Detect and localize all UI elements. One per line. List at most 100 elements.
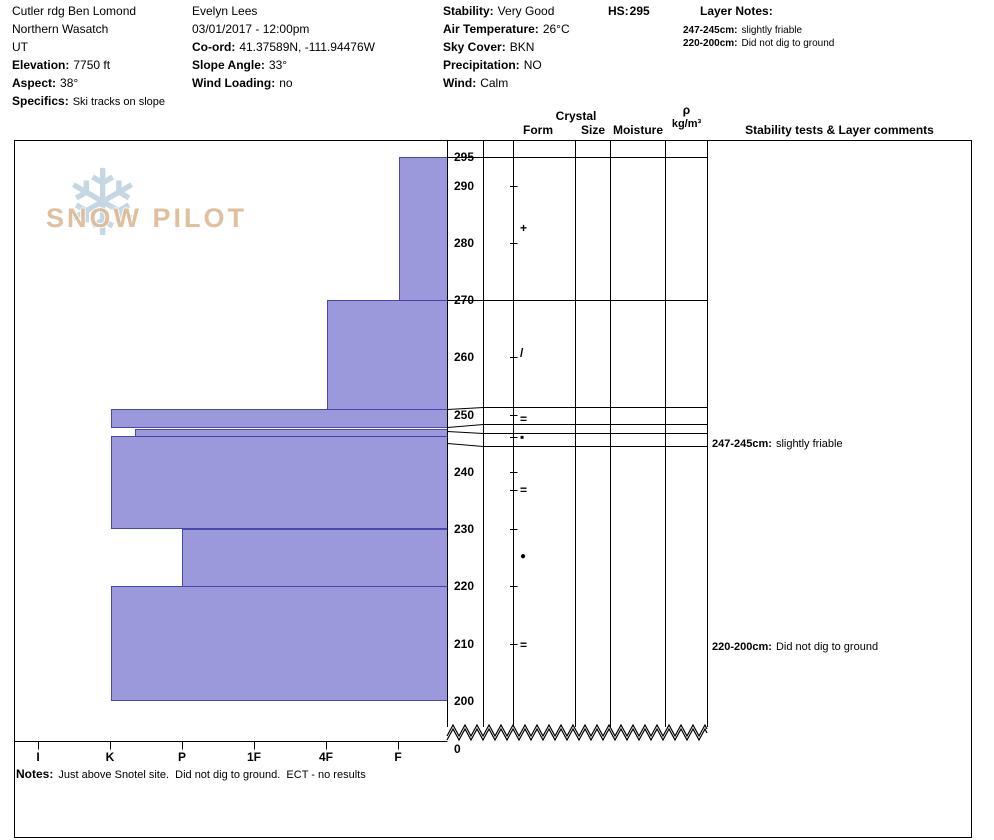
stability-value: Very Good (497, 4, 555, 18)
hardness-label: F (394, 750, 402, 764)
depth-label: 210 (454, 637, 475, 651)
snow-height: HS:295 (608, 4, 650, 18)
column-header-size: Size (580, 123, 605, 137)
layer-notes-title: Layer Notes: (700, 4, 773, 18)
coord-label: Co-ord: (192, 40, 236, 54)
column-header-form: Form (523, 123, 553, 137)
air-temp-label: Air Temperature: (443, 22, 539, 36)
sky-cover: Sky Cover: BKN (443, 40, 534, 54)
precip-label: Precipitation: (443, 58, 520, 72)
elevation-label: Elevation: (12, 58, 70, 72)
hardness-label: 1F (246, 750, 261, 764)
layer-bar-295-270-F (399, 157, 448, 301)
wind-value: Calm (480, 76, 509, 90)
notes-text: Just above Snotel site. Did not dig to g… (58, 769, 366, 781)
column-header-moisture: Moisture (612, 123, 663, 137)
layer-comment-text: Did not dig to ground (775, 641, 879, 653)
wind-loading: Wind Loading: no (192, 76, 293, 90)
specifics-label: Specifics: (12, 94, 69, 108)
site-state: UT (12, 40, 28, 54)
grain-form-symbol: / (520, 346, 524, 360)
layer-comment-text: slightly friable (775, 438, 843, 450)
column-header-density-units: kg/m³ (671, 118, 702, 130)
depth-label: 230 (454, 522, 475, 536)
precip-value: NO (523, 58, 542, 72)
coordinates: Co-ord: 41.37589N, -111.94476W (192, 40, 375, 54)
coord-value: 41.37589N, -111.94476W (239, 40, 375, 54)
observer-name: Evelyn Lees (192, 4, 258, 18)
layer-comment-range: 247-245cm: (712, 438, 772, 450)
slope-angle-label: Slope Angle: (192, 58, 265, 72)
layer-bar-230-220-P (182, 529, 448, 587)
elevation-value: 7750 ft (73, 58, 111, 72)
depth-label: 200 (454, 694, 475, 708)
layer-bar-270-251-4F (327, 300, 448, 410)
column-header-crystal: Crystal (555, 109, 597, 123)
specifics-value: Ski tracks on slope (72, 96, 166, 108)
layer-comment: 247-245cm: slightly friable (712, 438, 843, 451)
column-grid-lines (447, 140, 708, 727)
wind-loading-label: Wind Loading: (192, 76, 276, 90)
grain-form-symbol: + (520, 221, 528, 235)
wind: Wind: Calm (443, 76, 508, 90)
column-header-density-symbol: ρ (682, 103, 691, 117)
layer-note-item: 247-245cm: slightly friable (683, 25, 802, 37)
notes-label: Notes: (16, 767, 54, 781)
grain-form-symbol: = (520, 483, 528, 497)
depth-break-zigzag (446, 723, 708, 742)
layer-note-item: 220-200cm: Did not dig to ground (683, 38, 834, 50)
grain-form-symbol: = (520, 412, 528, 426)
watermark-text: SNOW PILOT (46, 203, 247, 233)
aspect-label: Aspect: (12, 76, 57, 90)
layer-comment-range: 220-200cm: (712, 641, 772, 653)
hs-value: 295 (629, 4, 650, 18)
depth-label: 220 (454, 579, 475, 593)
air-temp-value: 26°C (542, 22, 570, 36)
depth-label: 260 (454, 350, 475, 364)
site-name: Cutler rdg Ben Lomond (12, 4, 137, 18)
slope-angle-value: 33° (268, 58, 288, 72)
observation-datetime: 03/01/2017 - 12:00pm (192, 22, 310, 36)
depth-label: 270 (454, 293, 475, 307)
hs-label: HS: (608, 4, 629, 18)
layer-note-text: Did not dig to ground (741, 38, 835, 49)
site-specifics: Specifics: Ski tracks on slope (12, 94, 165, 109)
aspect-value: 38° (60, 76, 79, 90)
layer-bar-251-248-K (111, 409, 448, 428)
stability-label: Stability: (443, 4, 494, 18)
pit-notes: Notes: Just above Snotel site. Did not di… (16, 767, 366, 781)
stability: Stability: Very Good (443, 4, 554, 18)
layer-note-range: 247-245cm: (683, 25, 738, 36)
hardness-label: K (105, 750, 115, 764)
hardness-label: I (36, 750, 40, 764)
site-region: Northern Wasatch (12, 22, 109, 36)
depth-break-label: 0 (454, 742, 461, 756)
wind-label: Wind: (443, 76, 477, 90)
layer-note-text: slightly friable (741, 25, 803, 36)
slope-angle: Slope Angle: 33° (192, 58, 287, 72)
form-column-tick-marks (510, 186, 518, 645)
sky-cover-label: Sky Cover: (443, 40, 506, 54)
depth-label: 290 (454, 179, 475, 193)
depth-label: 240 (454, 465, 475, 479)
sky-cover-value: BKN (509, 40, 535, 54)
column-header-comments: Stability tests & Layer comments (745, 123, 934, 137)
depth-label: 250 (454, 408, 475, 422)
depth-label: 280 (454, 236, 475, 250)
air-temperature: Air Temperature: 26°C (443, 22, 570, 36)
wind-loading-value: no (279, 76, 293, 90)
layer-note-range: 220-200cm: (683, 38, 738, 49)
site-aspect: Aspect: 38° (12, 76, 78, 90)
grain-form-symbol: ● (520, 551, 527, 562)
layer-bar-247-230-K (111, 436, 448, 529)
precipitation: Precipitation: NO (443, 58, 542, 72)
layer-boundary-lines (447, 157, 708, 447)
layer-comment: 220-200cm: Did not dig to ground (712, 641, 878, 654)
grain-form-symbol: ▪ (520, 430, 525, 444)
layer-bar-220-200-K (111, 586, 448, 701)
hardness-label: 4F (318, 750, 333, 764)
depth-label: 295 (454, 150, 475, 164)
site-elevation: Elevation: 7750 ft (12, 58, 110, 72)
grain-form-symbol: = (520, 638, 528, 652)
